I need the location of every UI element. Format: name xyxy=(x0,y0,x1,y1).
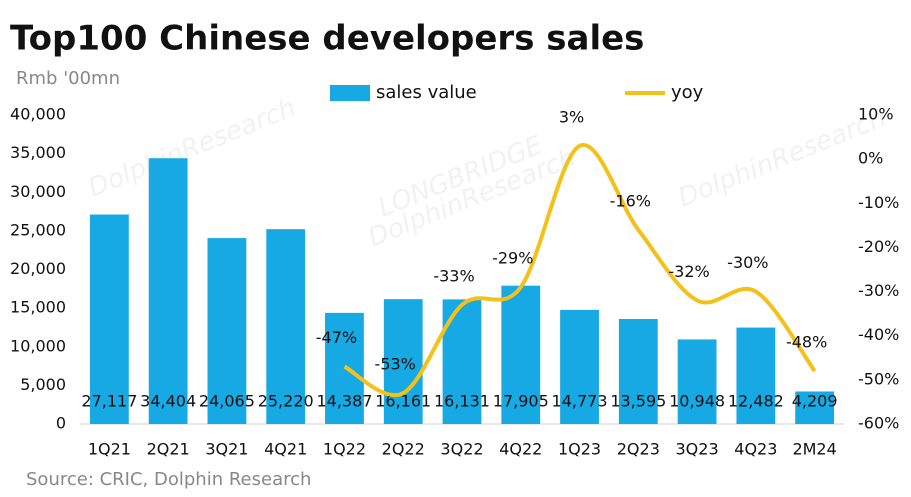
x-tick-label: 4Q23 xyxy=(734,440,777,459)
watermark: DolphinResearch xyxy=(84,93,300,204)
bar xyxy=(383,299,423,424)
legend-label: sales value xyxy=(376,82,477,103)
bar xyxy=(736,327,776,424)
x-tick-label: 4Q21 xyxy=(264,440,307,459)
legend-label: yoy xyxy=(671,82,704,103)
bar-value-label: 24,065 xyxy=(199,392,255,411)
y2-tick-label: 0% xyxy=(858,149,883,168)
bar xyxy=(207,238,247,424)
y-tick-label: 30,000 xyxy=(10,182,66,201)
y2-tick-label: -30% xyxy=(858,281,899,300)
y2-tick-label: -20% xyxy=(858,237,899,256)
x-tick-label: 2Q23 xyxy=(617,440,660,459)
y2-tick-label: -40% xyxy=(858,325,899,344)
x-tick-label: 2M24 xyxy=(792,440,836,459)
bar-value-label: 10,948 xyxy=(669,392,725,411)
legend-swatch xyxy=(330,85,370,101)
bar-value-label: 27,117 xyxy=(81,392,137,411)
line-value-label: -32% xyxy=(668,262,709,281)
bar xyxy=(618,318,658,424)
bar-value-label: 4,209 xyxy=(792,392,838,411)
x-tick-label: 2Q22 xyxy=(382,440,425,459)
line-value-label: -33% xyxy=(433,266,474,285)
bar-value-label: 17,905 xyxy=(493,392,549,411)
x-tick-label: 3Q22 xyxy=(440,440,483,459)
x-tick-label: 3Q21 xyxy=(205,440,248,459)
x-tick-label: 2Q21 xyxy=(147,440,190,459)
bar xyxy=(677,339,717,424)
x-tick-label: 3Q23 xyxy=(676,440,719,459)
bar-value-label: 16,131 xyxy=(434,392,490,411)
y-tick-label: 15,000 xyxy=(10,298,66,317)
bar xyxy=(89,214,129,424)
y2-tick-label: -10% xyxy=(858,193,899,212)
bar xyxy=(560,309,599,424)
bar-value-label: 12,482 xyxy=(728,392,784,411)
line-value-label: 3% xyxy=(559,107,584,126)
bar xyxy=(148,158,188,424)
line-value-label: -30% xyxy=(727,253,768,272)
y-tick-label: 20,000 xyxy=(10,259,66,278)
line-value-label: -29% xyxy=(492,249,533,268)
y-tick-label: 40,000 xyxy=(10,105,66,124)
bar-value-label: 14,387 xyxy=(316,392,372,411)
bar-value-label: 13,595 xyxy=(610,392,666,411)
y-tick-label: 10,000 xyxy=(10,336,66,355)
y-tick-label: 35,000 xyxy=(10,143,66,162)
y-tick-label: 25,000 xyxy=(10,220,66,239)
source: Source: CRIC, Dolphin Research xyxy=(26,469,311,490)
bar-value-label: 14,773 xyxy=(552,392,608,411)
y-tick-label: 5,000 xyxy=(20,375,66,394)
bar-value-label: 34,404 xyxy=(140,392,196,411)
x-tick-label: 1Q21 xyxy=(88,440,131,459)
y2-tick-label: -50% xyxy=(858,369,899,388)
y-tick-label: 0 xyxy=(56,414,66,433)
bar-value-label: 25,220 xyxy=(258,392,314,411)
line-value-label: -16% xyxy=(610,191,651,210)
x-tick-label: 1Q23 xyxy=(558,440,601,459)
chart-title: Top100 Chinese developers sales xyxy=(10,19,644,59)
bar xyxy=(266,229,306,424)
x-tick-label: 1Q22 xyxy=(323,440,366,459)
y2-tick-label: 10% xyxy=(858,105,894,124)
line-value-label: -53% xyxy=(375,355,416,374)
bar xyxy=(501,285,541,424)
y2-tick-label: -60% xyxy=(858,414,899,433)
line xyxy=(343,143,817,398)
bar xyxy=(795,391,835,424)
y-axis-label: Rmb '00mn xyxy=(16,68,120,89)
line-value-label: -47% xyxy=(316,328,357,347)
x-tick-label: 4Q22 xyxy=(499,440,542,459)
line-value-label: -48% xyxy=(786,333,827,352)
